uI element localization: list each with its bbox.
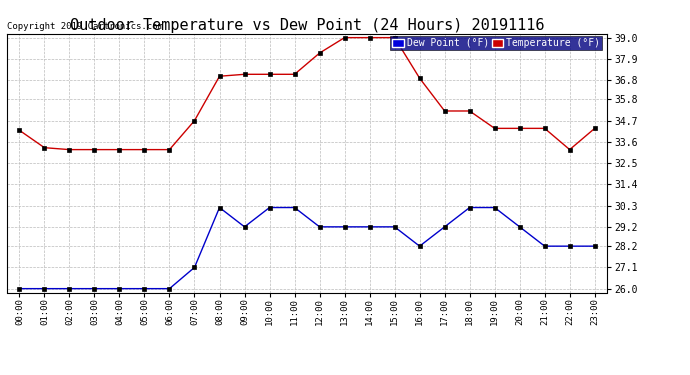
Legend: Dew Point (°F), Temperature (°F): Dew Point (°F), Temperature (°F) — [390, 36, 602, 50]
Title: Outdoor Temperature vs Dew Point (24 Hours) 20191116: Outdoor Temperature vs Dew Point (24 Hou… — [70, 18, 544, 33]
Text: Copyright 2019 Cartronics.com: Copyright 2019 Cartronics.com — [7, 22, 163, 31]
